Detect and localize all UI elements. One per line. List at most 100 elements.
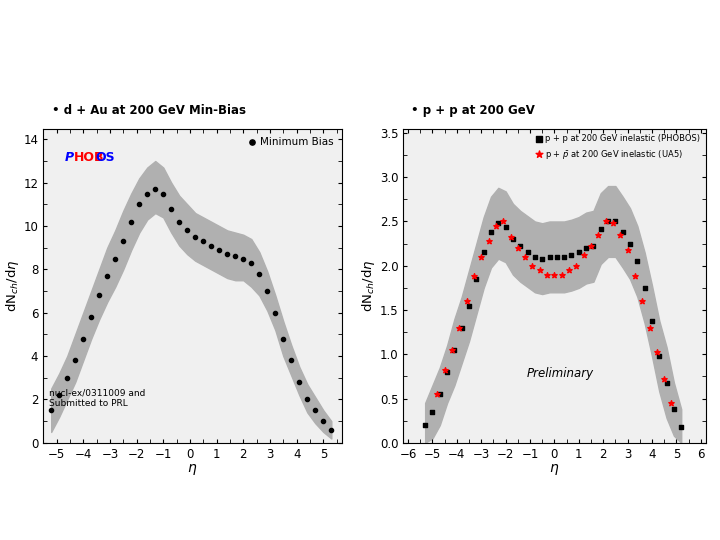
Point	[166, 205, 177, 213]
Text: • p + p at 200 GeV: • p + p at 200 GeV	[411, 104, 536, 117]
Text: in d + Au and p + p Collisions at 200 GeV: in d + Au and p + p Collisions at 200 Ge…	[164, 64, 556, 83]
Point	[294, 378, 305, 387]
Point	[86, 313, 97, 321]
Point	[658, 375, 670, 383]
Point	[125, 218, 137, 226]
Point	[527, 261, 539, 270]
Point	[578, 251, 590, 259]
Point	[174, 218, 185, 226]
Text: Pseudorapidity Distribution of Charged Particles: Pseudorapidity Distribution of Charged P…	[135, 24, 585, 43]
Point	[500, 222, 511, 231]
Point	[261, 287, 273, 295]
Point	[646, 316, 657, 325]
Point	[505, 233, 516, 242]
Point	[522, 247, 534, 256]
Point	[253, 269, 265, 278]
Point	[573, 248, 585, 257]
Text: participant in d + Au   and p + p is approximately the same.: participant in d + Au and p + p is appro…	[11, 515, 392, 528]
Point	[483, 237, 495, 245]
Text: Preliminary: Preliminary	[527, 367, 594, 380]
Text: OS: OS	[95, 151, 115, 164]
Point	[617, 228, 629, 237]
Point	[631, 257, 643, 266]
Point	[238, 254, 249, 263]
Point	[325, 426, 337, 434]
Point	[490, 221, 502, 230]
Point	[614, 231, 626, 239]
Point	[536, 254, 548, 263]
Point	[69, 356, 81, 364]
Point	[419, 421, 431, 429]
Point	[302, 395, 313, 404]
Point	[492, 219, 504, 227]
Point	[585, 242, 597, 251]
Point	[310, 406, 321, 415]
Y-axis label: dN$_{ch}$/d$\eta$: dN$_{ch}$/d$\eta$	[360, 259, 377, 312]
Legend: p + p at 200 GeV inelastic (PHOBOS), p + $\bar{p}$ at 200 GeV inelastic (UA5): p + p at 200 GeV inelastic (PHOBOS), p +…	[534, 133, 701, 162]
Point	[439, 366, 451, 375]
Point	[600, 217, 611, 226]
Point	[622, 246, 634, 254]
Point	[644, 323, 655, 332]
Point	[541, 271, 553, 279]
Point	[485, 228, 497, 237]
Point	[512, 244, 523, 252]
Point	[61, 374, 73, 382]
Point	[117, 237, 129, 246]
Point	[507, 235, 518, 244]
Text: HOB: HOB	[74, 151, 104, 164]
Point	[269, 308, 281, 317]
Point	[534, 266, 546, 274]
Point	[277, 334, 289, 343]
Point	[651, 348, 662, 357]
Point	[570, 261, 582, 270]
Point	[639, 284, 650, 292]
Point	[468, 272, 480, 281]
Point	[189, 233, 201, 241]
Point	[53, 391, 65, 400]
Point	[498, 217, 509, 226]
Point	[181, 226, 193, 235]
Point	[449, 346, 460, 354]
Point	[610, 217, 621, 226]
Point	[286, 356, 297, 364]
Point	[456, 323, 467, 332]
Point	[454, 323, 465, 332]
Point	[318, 417, 329, 426]
Point	[556, 271, 567, 279]
Point	[607, 219, 618, 227]
Point	[214, 246, 225, 254]
Legend: Minimum Bias: Minimum Bias	[246, 134, 337, 150]
Point	[624, 239, 636, 248]
Point	[158, 189, 169, 198]
Point	[566, 251, 577, 259]
Point	[654, 352, 665, 360]
Point	[475, 253, 487, 261]
Point	[675, 422, 687, 431]
Point	[197, 237, 209, 246]
Point	[529, 253, 541, 261]
Point	[205, 241, 217, 250]
Point	[668, 405, 680, 414]
Point	[629, 272, 641, 281]
Point	[102, 272, 113, 280]
X-axis label: $\eta$: $\eta$	[187, 462, 198, 477]
Point	[133, 200, 145, 208]
Point	[666, 399, 678, 407]
Point	[463, 301, 474, 310]
Text: nucl-ex/0311009 and
Submitted to PRL: nucl-ex/0311009 and Submitted to PRL	[48, 389, 145, 408]
Point	[471, 275, 482, 284]
Y-axis label: dN$_{ch}$/d$\eta$: dN$_{ch}$/d$\eta$	[4, 259, 21, 312]
Point	[593, 231, 604, 239]
Point	[246, 259, 257, 267]
Point	[461, 297, 472, 306]
Point	[544, 253, 555, 261]
Point	[150, 185, 161, 193]
Point	[78, 334, 89, 343]
Point	[580, 244, 592, 252]
Text: • d + Au at 200 GeV Min-Bias: • d + Au at 200 GeV Min-Bias	[53, 104, 246, 117]
Point	[222, 250, 233, 259]
Point	[434, 390, 446, 399]
Point	[595, 224, 606, 233]
Point	[549, 271, 560, 279]
